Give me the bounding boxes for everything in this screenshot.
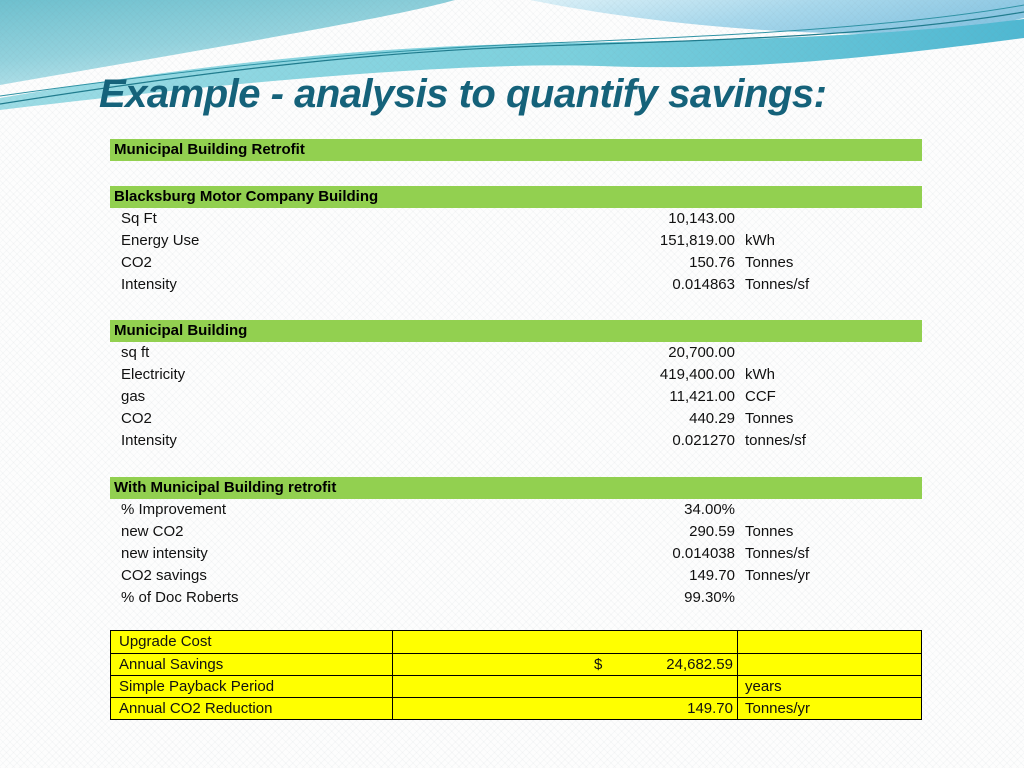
section-rows: sq ft 20,700.00 Electricity 419,400.00 k… bbox=[110, 342, 922, 452]
row-label: % of Doc Roberts bbox=[121, 589, 239, 606]
data-row: % of Doc Roberts 99.30% bbox=[110, 587, 922, 609]
row-label: Sq Ft bbox=[121, 210, 157, 227]
wave-graphic bbox=[0, 0, 1024, 110]
row-label: % Improvement bbox=[121, 501, 227, 518]
row-unit: Tonnes bbox=[745, 254, 794, 271]
data-row: new CO2 290.59 Tonnes bbox=[110, 521, 922, 543]
data-row: gas 11,421.00 CCF bbox=[110, 386, 922, 408]
row-label: gas bbox=[121, 388, 146, 405]
row-value: 20,700.00 bbox=[668, 344, 735, 361]
row-label: new intensity bbox=[121, 545, 208, 562]
summary-label-cell: Upgrade Cost bbox=[111, 631, 393, 653]
summary-unit-cell: years bbox=[745, 678, 782, 695]
row-value: 149.70 bbox=[689, 567, 735, 584]
slide-title: Example - analysis to quantify savings: bbox=[99, 72, 827, 116]
data-row: CO2 150.76 Tonnes bbox=[110, 252, 922, 274]
row-label: CO2 bbox=[121, 254, 152, 271]
section-rows: % Improvement 34.00% new CO2 290.59 Tonn… bbox=[110, 499, 922, 609]
row-unit: Tonnes bbox=[745, 410, 794, 427]
summary-value: 24,682.59 bbox=[666, 656, 733, 673]
row-unit: Tonnes bbox=[745, 523, 794, 540]
worksheet-section: Municipal Building sq ft 20,700.00 Elect… bbox=[110, 320, 922, 452]
row-label: Intensity bbox=[121, 276, 177, 293]
row-unit: Tonnes/yr bbox=[745, 567, 811, 584]
row-value: 99.30% bbox=[684, 589, 735, 606]
data-row: new intensity 0.014038 Tonnes/sf bbox=[110, 543, 922, 565]
row-value: 419,400.00 bbox=[659, 366, 735, 383]
summary-row: Simple Payback Period years bbox=[111, 675, 921, 697]
summary-value: 149.70 bbox=[687, 700, 733, 717]
row-value: 11,421.00 bbox=[669, 388, 735, 405]
section-rows: Sq Ft 10,143.00 Energy Use 151,819.00 kW… bbox=[110, 208, 922, 296]
row-value: 440.29 bbox=[689, 410, 735, 427]
row-label: new CO2 bbox=[121, 523, 184, 540]
summary-value-cell bbox=[393, 676, 738, 697]
summary-unit-cell bbox=[738, 654, 921, 675]
data-row: CO2 440.29 Tonnes bbox=[110, 408, 922, 430]
data-row: % Improvement 34.00% bbox=[110, 499, 922, 521]
row-value: 290.59 bbox=[689, 523, 735, 540]
data-row: Intensity 0.021270 tonnes/sf bbox=[110, 430, 922, 452]
data-row: CO2 savings 149.70 Tonnes/yr bbox=[110, 565, 922, 587]
summary-unit-cell bbox=[738, 631, 921, 653]
row-value: 151,819.00 bbox=[659, 232, 735, 249]
section-header-bar: With Municipal Building retrofit bbox=[110, 477, 922, 499]
row-label: Intensity bbox=[121, 432, 177, 449]
summary-label-cell: Annual Savings bbox=[111, 654, 393, 675]
summary-value-cell: 149.70 bbox=[393, 698, 738, 719]
row-value: 10,143.00 bbox=[668, 210, 735, 227]
row-unit: Tonnes/sf bbox=[745, 545, 810, 562]
row-unit: tonnes/sf bbox=[745, 432, 806, 449]
data-row: Electricity 419,400.00 kWh bbox=[110, 364, 922, 386]
data-row: Intensity 0.014863 Tonnes/sf bbox=[110, 274, 922, 296]
row-value: 0.021270 bbox=[672, 432, 735, 449]
row-unit: kWh bbox=[745, 366, 775, 383]
row-value: 0.014863 bbox=[672, 276, 735, 293]
summary-unit-cell: Tonnes/yr bbox=[745, 700, 811, 717]
summary-table: Upgrade Cost Annual Savings $ 24,682.59 … bbox=[110, 630, 922, 720]
section-header-bar: Blacksburg Motor Company Building bbox=[110, 186, 922, 208]
data-row: Energy Use 151,819.00 kWh bbox=[110, 230, 922, 252]
summary-row: Upgrade Cost bbox=[111, 631, 921, 653]
summary-label-cell: Simple Payback Period bbox=[111, 676, 393, 697]
row-value: 0.014038 bbox=[672, 545, 735, 562]
summary-label-cell: Annual CO2 Reduction bbox=[111, 698, 393, 719]
row-unit: Tonnes/sf bbox=[745, 276, 810, 293]
row-label: sq ft bbox=[121, 344, 150, 361]
data-row: Sq Ft 10,143.00 bbox=[110, 208, 922, 230]
row-unit: CCF bbox=[745, 388, 776, 405]
worksheet-sections: Blacksburg Motor Company Building Sq Ft … bbox=[110, 186, 922, 609]
summary-value-cell: $ 24,682.59 bbox=[393, 654, 738, 675]
worksheet-section: With Municipal Building retrofit % Impro… bbox=[110, 477, 922, 609]
header-wave-decoration bbox=[0, 0, 1024, 132]
section-header-bar: Municipal Building bbox=[110, 320, 922, 342]
summary-row: Annual CO2 Reduction 149.70 Tonnes/yr bbox=[111, 697, 921, 719]
summary-row: Annual Savings $ 24,682.59 bbox=[111, 653, 921, 675]
currency-symbol: $ bbox=[594, 656, 603, 673]
worksheet: Municipal Building Retrofit Blacksburg M… bbox=[110, 139, 922, 720]
worksheet-title-bar: Municipal Building Retrofit bbox=[110, 139, 922, 161]
row-label: Electricity bbox=[121, 366, 186, 383]
row-value: 34.00% bbox=[684, 501, 735, 518]
row-label: Energy Use bbox=[121, 232, 200, 249]
worksheet-section: Blacksburg Motor Company Building Sq Ft … bbox=[110, 186, 922, 296]
row-label: CO2 bbox=[121, 410, 152, 427]
summary-value-cell bbox=[393, 631, 738, 653]
row-label: CO2 savings bbox=[121, 567, 207, 584]
data-row: sq ft 20,700.00 bbox=[110, 342, 922, 364]
row-unit: kWh bbox=[745, 232, 775, 249]
row-value: 150.76 bbox=[689, 254, 735, 271]
